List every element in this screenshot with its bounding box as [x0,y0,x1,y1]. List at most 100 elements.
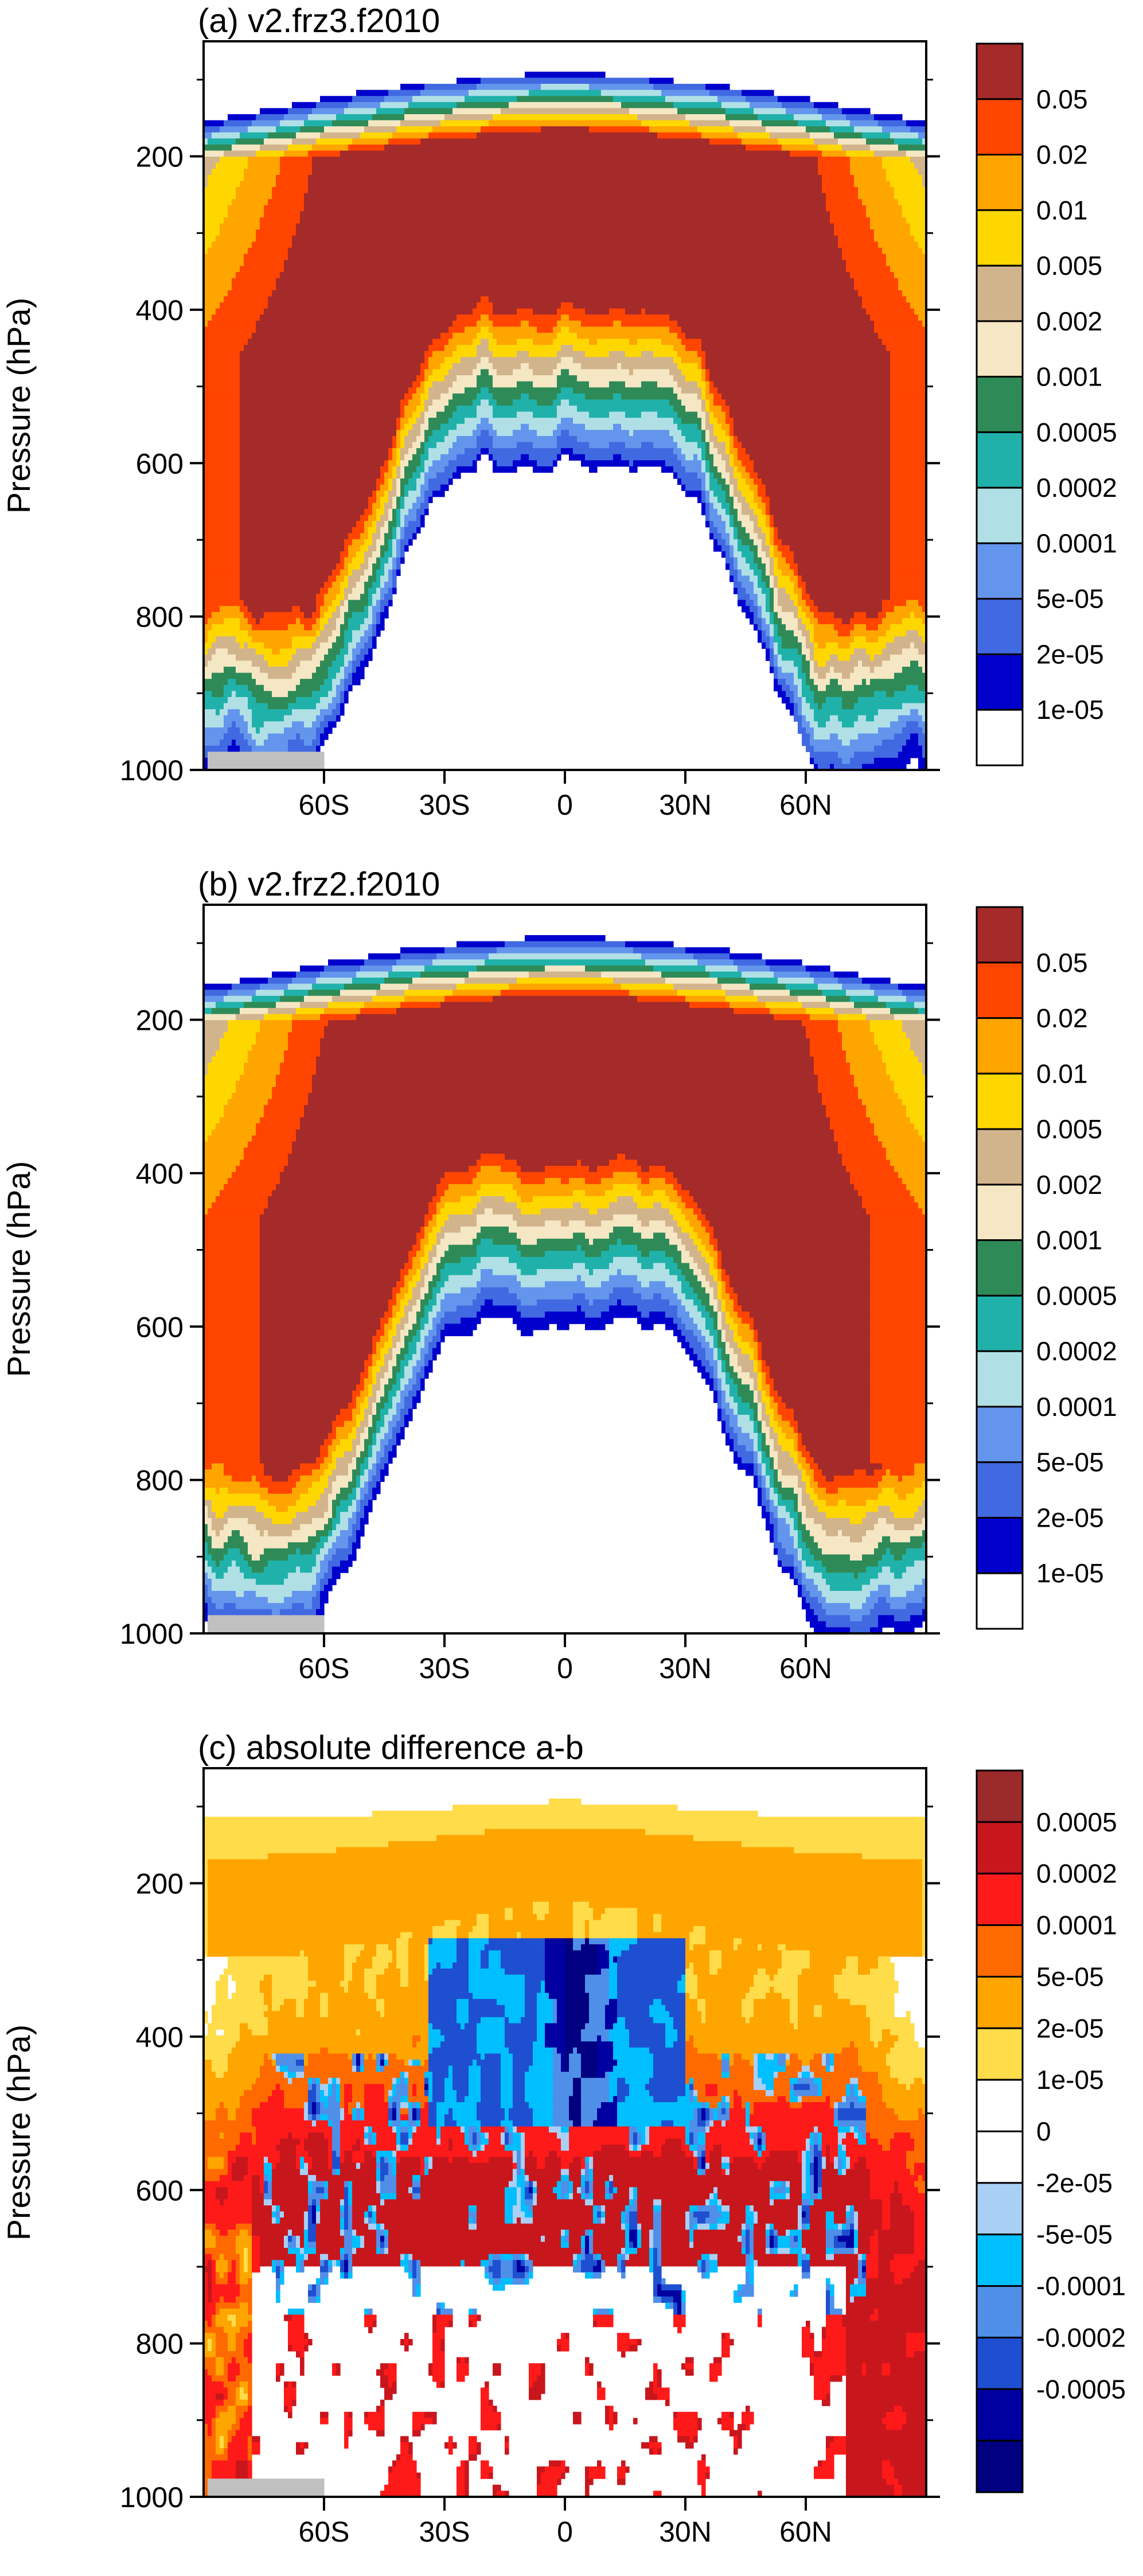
colorbar-label: 0.0001 [1036,528,1117,558]
contour-cell [758,533,766,540]
contour-cell [561,326,569,333]
contour-cell [384,606,389,613]
contour-field [204,71,926,770]
contour-cell [204,242,212,248]
contour-cell [501,1956,545,1963]
contour-cell [802,654,806,661]
contour-cell [204,1366,260,1373]
contour-cell [854,1184,907,1191]
contour-cell [870,1329,926,1337]
contour-cell [758,1415,762,1422]
contour-cell [641,1190,654,1197]
contour-cell [388,557,393,564]
contour-cell [802,642,806,649]
contour-cell [240,484,377,491]
contour-cell [782,684,790,692]
contour-cell [766,515,770,522]
contour-cell [545,1980,565,1987]
contour-cell [742,472,750,479]
contour-cell [890,496,926,503]
contour-cell [561,399,569,406]
contour-cell [886,1002,915,1009]
contour-cell [304,1999,321,2006]
contour-cell [802,1548,810,1555]
contour-cell [762,508,766,516]
contour-cell [352,1408,361,1415]
contour-cell [204,1232,260,1239]
contour-cell [344,1950,361,1957]
contour-cell [420,454,429,461]
contour-cell [834,1974,895,1982]
contour-cell [862,132,891,139]
contour-cell [360,533,369,540]
contour-cell [220,1190,272,1197]
contour-cell [376,1469,381,1476]
contour-cell [725,1433,730,1439]
contour-cell [204,1433,260,1439]
contour-cell [224,691,232,698]
contour-cell [240,266,284,273]
contour-cell [352,660,361,667]
contour-cell [477,393,493,400]
contour-cell [850,995,879,1002]
contour-cell [701,132,738,139]
contour-cell [866,624,879,631]
contour-cell [204,345,244,352]
contour-cell [709,1384,714,1391]
contour-cell [240,496,369,503]
contour-cell [878,242,919,248]
contour-cell [709,971,742,978]
contour-cell [890,508,926,516]
contour-cell [665,1220,678,1227]
contour-cell [750,983,786,990]
contour-cell [485,1299,493,1306]
contour-cell [822,114,846,121]
contour-cell [557,320,582,328]
contour-cell [324,965,361,972]
contour-cell [396,442,401,449]
contour-cell [440,1226,461,1233]
contour-cell [750,503,758,509]
contour-cell [360,1475,369,1482]
contour-cell [529,393,557,400]
contour-cell [754,1451,758,1458]
contour-cell [260,1220,425,1227]
contour-cell [212,2005,268,2011]
contour-cell [244,1554,252,1561]
contour-cell [204,120,224,127]
contour-cell [384,1329,389,1337]
contour-cell [204,521,240,528]
contour-cell [312,1080,818,1088]
contour-cell [545,1938,565,1945]
contour-cell [308,1993,321,1999]
contour-cell [352,1427,357,1434]
contour-cell [597,1962,610,1969]
contour-cell [858,733,895,740]
contour-cell [681,1269,694,1276]
contour-cell [790,150,822,157]
contour-cell [713,430,726,437]
contour-cell [436,1962,441,1969]
contour-cell [750,1384,754,1391]
contour-cell [609,1987,618,1994]
contour-cell [344,575,349,582]
contour-cell [850,1178,903,1185]
contour-cell [364,1512,369,1519]
contour-cell [204,1926,208,1933]
contour-cell [870,1256,926,1264]
contour-cell [870,314,919,321]
contour-cell [352,1475,357,1482]
contour-cell [758,630,762,637]
contour-cell [424,1336,433,1343]
contour-cell [758,114,794,121]
contour-cell [637,114,686,121]
contour-cell [204,733,224,740]
contour-cell [428,406,445,413]
contour-cell [681,369,702,376]
contour-cell [762,587,770,594]
contour-cell [621,1269,670,1276]
contour-cell [204,247,208,255]
contour-cell [754,496,762,503]
contour-cell [918,1007,926,1015]
contour-cell [557,442,590,449]
